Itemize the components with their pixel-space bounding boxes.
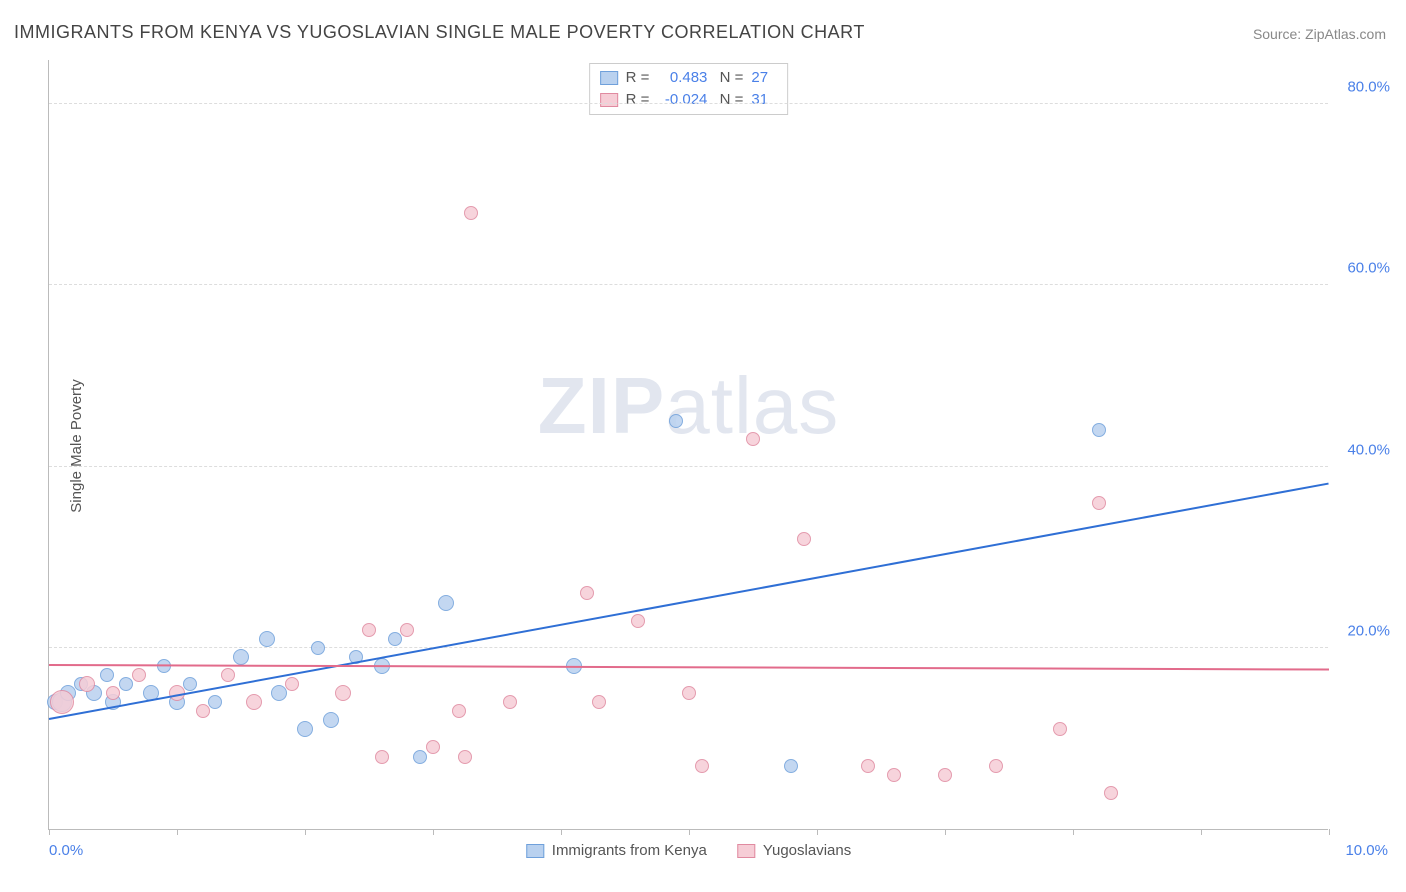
legend-row-kenya: R = 0.483 N = 27	[600, 67, 778, 89]
data-point	[362, 623, 376, 637]
source-label: Source: ZipAtlas.com	[1253, 26, 1386, 42]
data-point	[861, 759, 875, 773]
y-tick-label: 40.0%	[1347, 441, 1390, 458]
data-point	[335, 685, 351, 701]
legend-row-yugo: R = -0.024 N = 31	[600, 89, 778, 111]
data-point	[887, 768, 901, 782]
data-point	[259, 631, 275, 647]
legend-label-kenya: Immigrants from Kenya	[552, 842, 707, 859]
data-point	[106, 686, 120, 700]
gridline	[49, 647, 1328, 648]
data-point	[50, 690, 74, 714]
data-point	[746, 432, 760, 446]
x-tick-mark	[689, 829, 690, 835]
x-tick-mark	[1073, 829, 1074, 835]
series-legend: Immigrants from Kenya Yugoslavians	[526, 842, 851, 859]
data-point	[1104, 786, 1118, 800]
n-label: N =	[715, 89, 743, 111]
r-value-yugo: -0.024	[657, 89, 707, 111]
n-label: N =	[715, 67, 743, 89]
y-tick-label: 20.0%	[1347, 622, 1390, 639]
x-tick-mark	[305, 829, 306, 835]
plot-area: ZIPatlas R = 0.483 N = 27 R = -0.024 N =…	[48, 60, 1328, 830]
correlation-legend: R = 0.483 N = 27 R = -0.024 N = 31	[589, 63, 789, 115]
watermark: ZIPatlas	[538, 360, 839, 452]
n-value-kenya: 27	[751, 67, 777, 89]
x-tick-mark	[817, 829, 818, 835]
data-point	[196, 704, 210, 718]
x-tick-mark	[1329, 829, 1330, 835]
x-axis-max-label: 10.0%	[1345, 842, 1388, 859]
x-tick-mark	[945, 829, 946, 835]
data-point	[400, 623, 414, 637]
legend-item-kenya: Immigrants from Kenya	[526, 842, 707, 859]
data-point	[938, 768, 952, 782]
data-point	[452, 704, 466, 718]
data-point	[285, 677, 299, 691]
r-value-kenya: 0.483	[657, 67, 707, 89]
x-tick-mark	[177, 829, 178, 835]
data-point	[682, 686, 696, 700]
data-point	[458, 750, 472, 764]
data-point	[464, 206, 478, 220]
data-point	[669, 414, 683, 428]
chart-container: IMMIGRANTS FROM KENYA VS YUGOSLAVIAN SIN…	[0, 0, 1406, 892]
data-point	[297, 721, 313, 737]
data-point	[592, 695, 606, 709]
data-point	[1092, 423, 1106, 437]
data-point	[438, 595, 454, 611]
trend-line	[49, 483, 1329, 720]
data-point	[183, 677, 197, 691]
data-point	[100, 668, 114, 682]
data-point	[246, 694, 262, 710]
data-point	[375, 750, 389, 764]
legend-item-yugo: Yugoslavians	[737, 842, 851, 859]
data-point	[271, 685, 287, 701]
y-tick-label: 60.0%	[1347, 260, 1390, 277]
legend-label-yugo: Yugoslavians	[763, 842, 851, 859]
data-point	[388, 632, 402, 646]
chart-title: IMMIGRANTS FROM KENYA VS YUGOSLAVIAN SIN…	[14, 22, 865, 43]
data-point	[221, 668, 235, 682]
data-point	[503, 695, 517, 709]
data-point	[413, 750, 427, 764]
n-value-yugo: 31	[751, 89, 777, 111]
r-label: R =	[626, 89, 650, 111]
swatch-kenya-icon	[526, 844, 544, 858]
data-point	[426, 740, 440, 754]
data-point	[784, 759, 798, 773]
data-point	[989, 759, 1003, 773]
data-point	[323, 712, 339, 728]
x-tick-mark	[49, 829, 50, 835]
x-tick-mark	[1201, 829, 1202, 835]
x-tick-mark	[561, 829, 562, 835]
trend-line	[49, 664, 1329, 671]
data-point	[695, 759, 709, 773]
swatch-yugo	[600, 93, 618, 107]
data-point	[208, 695, 222, 709]
swatch-yugo-icon	[737, 844, 755, 858]
data-point	[580, 586, 594, 600]
data-point	[233, 649, 249, 665]
swatch-kenya	[600, 71, 618, 85]
y-tick-label: 80.0%	[1347, 79, 1390, 96]
data-point	[1053, 722, 1067, 736]
data-point	[311, 641, 325, 655]
x-tick-mark	[433, 829, 434, 835]
gridline	[49, 103, 1328, 104]
gridline	[49, 284, 1328, 285]
data-point	[631, 614, 645, 628]
data-point	[79, 676, 95, 692]
data-point	[1092, 496, 1106, 510]
data-point	[797, 532, 811, 546]
data-point	[132, 668, 146, 682]
data-point	[119, 677, 133, 691]
gridline	[49, 466, 1328, 467]
r-label: R =	[626, 67, 650, 89]
x-axis-min-label: 0.0%	[49, 842, 83, 859]
